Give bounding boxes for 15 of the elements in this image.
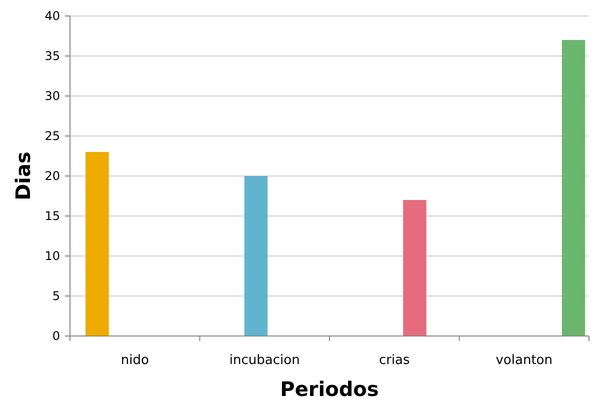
y-tick-label: 40 — [44, 9, 60, 24]
y-tick-label: 5 — [52, 289, 60, 304]
x-tick-label: nido — [120, 353, 149, 368]
x-axis-title: Periodos — [280, 377, 379, 401]
x-tick-label: incubacion — [229, 353, 300, 368]
x-tick-label: volanton — [496, 353, 553, 368]
y-tick-label: 25 — [44, 129, 60, 144]
y-tick-label: 35 — [44, 49, 60, 64]
x-tick-label: crias — [378, 353, 410, 368]
y-tick-label: 15 — [44, 209, 60, 224]
y-tick-label: 20 — [44, 169, 60, 184]
y-tick-label: 30 — [44, 89, 60, 104]
y-tick-label: 10 — [44, 249, 60, 264]
y-axis-title: Dias — [11, 152, 35, 200]
y-tick-label: 0 — [52, 329, 60, 344]
